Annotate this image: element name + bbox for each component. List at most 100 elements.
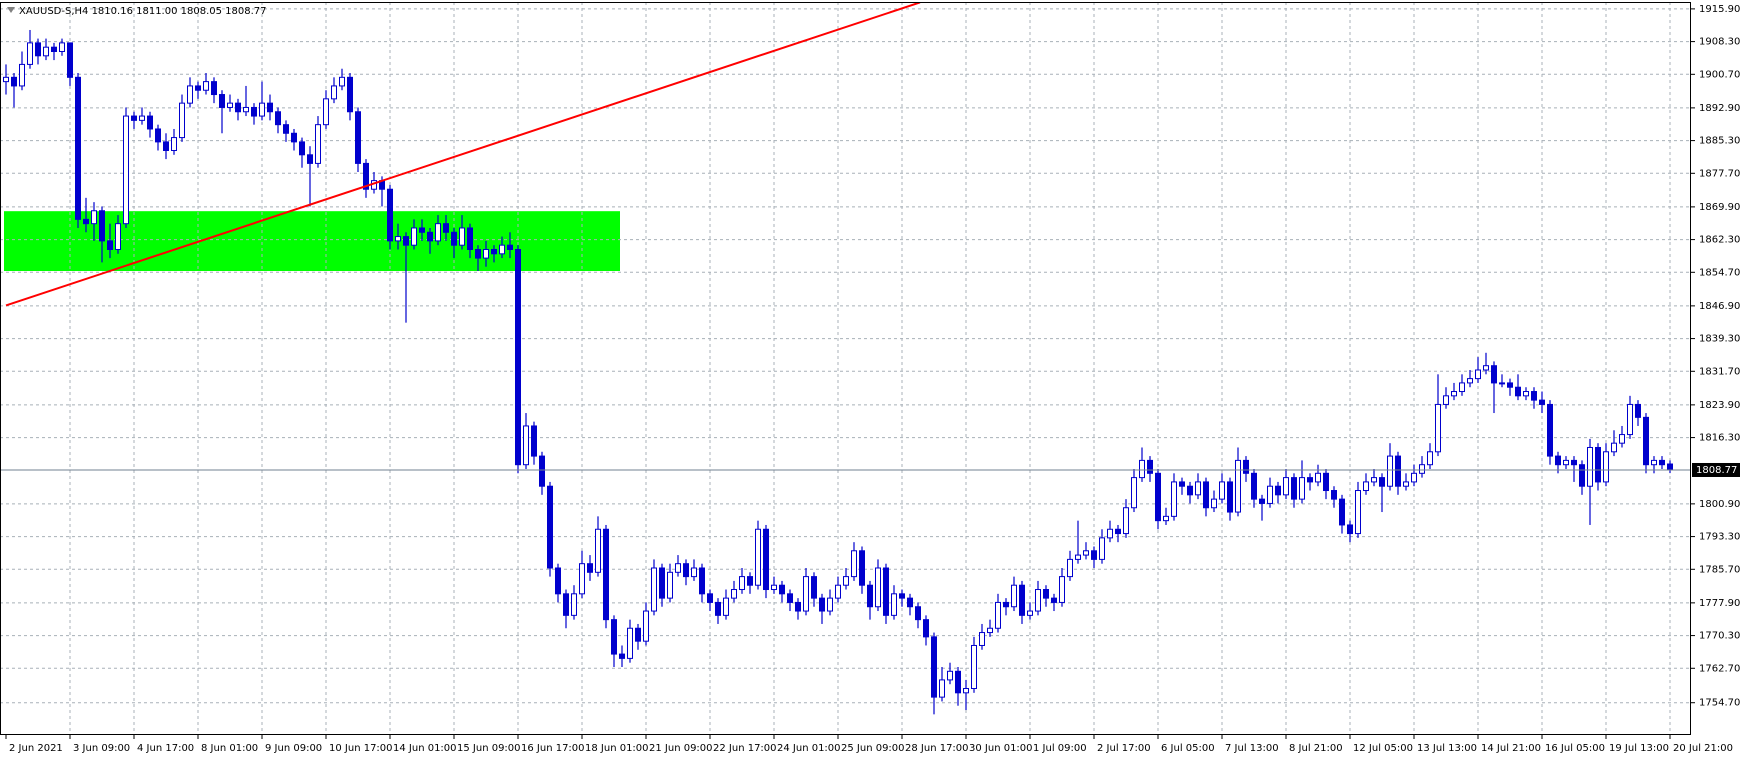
candle-body bbox=[1267, 485, 1273, 504]
current-price-box bbox=[1692, 462, 1740, 477]
candle-body bbox=[1147, 459, 1153, 474]
candle-body bbox=[1539, 399, 1545, 405]
y-tick-label: 1908.30 bbox=[1699, 37, 1740, 48]
candle-body bbox=[1163, 515, 1169, 522]
candle-body bbox=[1011, 584, 1017, 608]
candle-body bbox=[507, 244, 513, 250]
x-tick-label: 24 Jun 01:00 bbox=[777, 743, 841, 754]
candle-body bbox=[115, 223, 121, 250]
candle-body bbox=[1099, 537, 1105, 560]
candle-body bbox=[1363, 481, 1369, 492]
candle-body bbox=[427, 231, 433, 242]
candle-body bbox=[1371, 477, 1377, 483]
candle-body bbox=[1603, 451, 1609, 483]
candle-body bbox=[1203, 481, 1209, 509]
candle-body bbox=[723, 597, 729, 616]
candle-body bbox=[1123, 507, 1129, 535]
current-price-label: 1808.77 bbox=[1696, 465, 1737, 476]
candle-body bbox=[1251, 472, 1257, 500]
candle-body bbox=[1259, 498, 1265, 504]
y-tick-label: 1785.70 bbox=[1699, 564, 1740, 575]
candle-body bbox=[1611, 442, 1617, 453]
candle-body bbox=[1403, 481, 1409, 487]
candle-body bbox=[699, 567, 705, 595]
candle-body bbox=[979, 632, 985, 646]
candle-body bbox=[915, 606, 921, 621]
candle-body bbox=[459, 227, 465, 246]
candle-body bbox=[1035, 589, 1041, 612]
candle-body bbox=[1635, 403, 1641, 418]
candle-body bbox=[1195, 481, 1201, 496]
candle-body bbox=[1627, 403, 1633, 436]
candle-body bbox=[563, 593, 569, 616]
candle-body bbox=[819, 597, 825, 612]
candle-body bbox=[747, 576, 753, 586]
x-tick-label: 8 Jun 01:00 bbox=[201, 743, 258, 754]
x-tick-label: 13 Jul 13:00 bbox=[1417, 743, 1477, 754]
candle-body bbox=[1275, 485, 1281, 496]
candle-body bbox=[91, 210, 97, 225]
candle-body bbox=[1331, 490, 1337, 500]
candle-body bbox=[947, 670, 953, 681]
candle-body bbox=[211, 81, 217, 96]
candle-body bbox=[643, 610, 649, 642]
axis-layer: 1754.70 1762.70 1770.30 1777.90 1785.70 1793.… bbox=[5, 4, 1740, 754]
x-tick-label: 21 Jun 09:00 bbox=[649, 743, 713, 754]
candle-body bbox=[1083, 550, 1089, 556]
candle-body bbox=[1427, 451, 1433, 466]
x-tick-label: 12 Jul 05:00 bbox=[1353, 743, 1413, 754]
candle-body bbox=[1395, 455, 1401, 487]
y-tick-label: 1777.90 bbox=[1699, 598, 1740, 609]
candle-body bbox=[355, 111, 361, 164]
candle-body bbox=[827, 597, 833, 612]
candle-body bbox=[843, 576, 849, 586]
candle-body bbox=[283, 124, 289, 134]
candle-body bbox=[867, 584, 873, 608]
y-tick-label: 1862.30 bbox=[1699, 235, 1740, 246]
candle-body bbox=[1347, 524, 1353, 535]
candle-body bbox=[43, 46, 49, 57]
candle-body bbox=[499, 244, 505, 255]
candle-body bbox=[83, 218, 89, 225]
y-tick-label: 1915.90 bbox=[1699, 4, 1740, 15]
candle-body bbox=[1003, 601, 1009, 608]
x-tick-label: 1 Jul 09:00 bbox=[1033, 743, 1087, 754]
candle-body bbox=[1187, 485, 1193, 496]
candle-body bbox=[1355, 490, 1361, 535]
candle-body bbox=[1299, 477, 1305, 500]
candle-body bbox=[1579, 464, 1585, 487]
candle-body bbox=[267, 102, 273, 113]
candle-body bbox=[675, 563, 681, 573]
candle-body bbox=[483, 248, 489, 259]
x-tick-label: 28 Jun 17:00 bbox=[905, 743, 969, 754]
x-tick-label: 6 Jul 05:00 bbox=[1161, 743, 1215, 754]
candle-body bbox=[1139, 459, 1145, 479]
candle-body bbox=[939, 679, 945, 698]
candle-body bbox=[763, 528, 769, 591]
x-tick-label: 30 Jun 01:00 bbox=[969, 743, 1033, 754]
candle-body bbox=[1515, 386, 1521, 397]
candle-body bbox=[691, 567, 697, 578]
candle-body bbox=[795, 601, 801, 612]
candle-body bbox=[363, 162, 369, 190]
candle-body bbox=[1411, 472, 1417, 483]
candle-body bbox=[1499, 382, 1505, 385]
y-tick-label: 1892.90 bbox=[1699, 103, 1740, 114]
candle-body bbox=[1027, 610, 1033, 616]
x-tick-label: 4 Jun 17:00 bbox=[137, 743, 194, 754]
candle-body bbox=[99, 210, 105, 242]
candle-body bbox=[1435, 403, 1441, 453]
candle-body bbox=[411, 227, 417, 246]
candle-body bbox=[171, 137, 177, 151]
candle-body bbox=[35, 42, 41, 57]
x-tick-label: 8 Jul 21:00 bbox=[1289, 743, 1343, 754]
candle-body bbox=[547, 485, 553, 569]
candle-body bbox=[235, 102, 241, 113]
candle-body bbox=[1075, 554, 1081, 560]
candle-body bbox=[187, 85, 193, 104]
candle-body bbox=[659, 567, 665, 599]
candle-body bbox=[811, 576, 817, 599]
candle-body bbox=[571, 593, 577, 616]
plot-frame bbox=[0, 2, 1691, 735]
